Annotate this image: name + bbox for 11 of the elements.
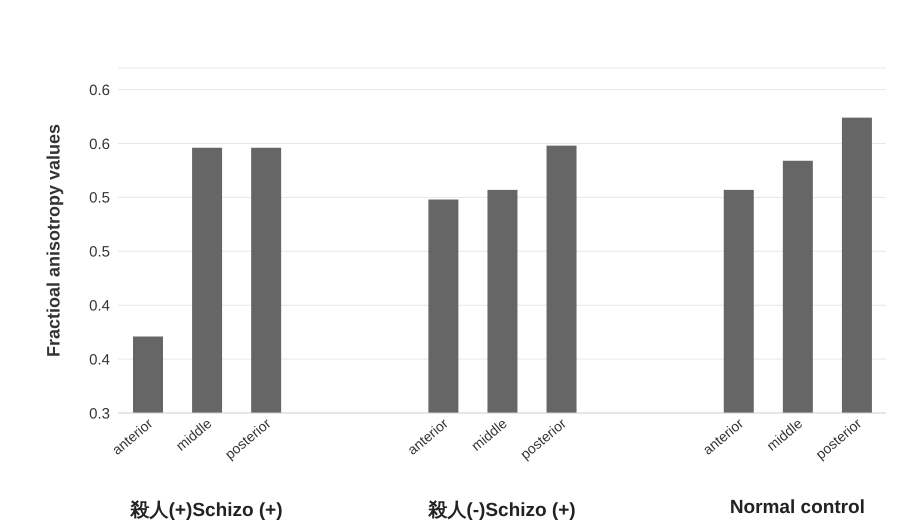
- y-tick-label: 0.6: [89, 136, 110, 153]
- text: 殺人(+)Schizo (+): [129, 499, 284, 523]
- y-tick-label: 0.4: [89, 351, 110, 368]
- y-tick-label: 0.6: [89, 82, 110, 99]
- y-tick-label: 0.5: [89, 190, 110, 207]
- text: Normal control: [728, 497, 866, 519]
- y-axis-title: Fractioal anisotropy values: [43, 124, 64, 358]
- y-tick-label: 0.5: [89, 244, 110, 261]
- y-tick-label: 0.3: [89, 405, 110, 422]
- y-tick-label: 0.4: [89, 298, 110, 315]
- text: 殺人(-)Schizo (+): [427, 499, 577, 523]
